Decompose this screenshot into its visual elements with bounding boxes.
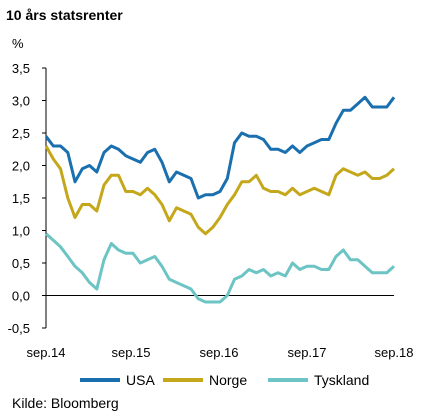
source-note: Kilde: Bloomberg (12, 395, 119, 411)
series-line-tyskland (45, 232, 396, 304)
y-tick-label: 2,0 (12, 159, 30, 174)
x-tick-label: sep.17 (287, 345, 326, 360)
y-tick-label: 3,5 (12, 61, 30, 76)
legend-item-usa: USA (80, 372, 155, 388)
chart-title: 10 års statsrenter (6, 7, 123, 23)
legend-item-norge: Norge (163, 372, 247, 388)
y-tick-label: 1,5 (12, 191, 30, 206)
y-tick-label: -0,5 (8, 321, 30, 336)
legend-swatch-norge (163, 378, 203, 382)
y-tick-label: 0,0 (12, 289, 30, 304)
chart-axes (42, 67, 394, 329)
x-tick-label: sep.16 (199, 345, 238, 360)
legend-swatch-tyskland (268, 378, 308, 382)
legend-label-norge: Norge (209, 372, 248, 388)
legend-swatch-usa (80, 378, 120, 382)
legend-label-usa: USA (126, 372, 155, 388)
series-line-usa (44, 95, 396, 200)
x-tick-label: sep.15 (111, 345, 150, 360)
legend-label-tyskland: Tyskland (314, 372, 370, 388)
y-tick-label: 2,5 (12, 126, 30, 141)
x-tick-label: sep.14 (26, 345, 65, 360)
chart-tick-labels: 3,5 3,0 2,5 2,0 1,5 1,0 0,5 0,0 -0,5 sep.14 sep.15… (8, 61, 414, 360)
chart-series (44, 95, 396, 304)
series-line-norge (44, 145, 396, 236)
y-tick-label: 3,0 (12, 94, 30, 109)
y-tick-label: 0,5 (12, 256, 30, 271)
y-axis-unit-label: % (12, 36, 24, 51)
y-tick-label: 1,0 (12, 224, 30, 239)
x-tick-label: sep.18 (374, 345, 413, 360)
legend-item-tyskland: Tyskland (268, 372, 369, 388)
